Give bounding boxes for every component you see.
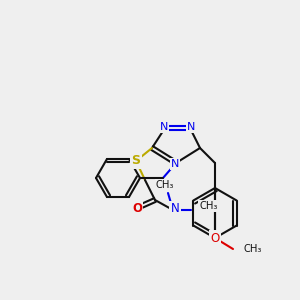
Text: N: N	[171, 202, 179, 215]
Text: O: O	[132, 202, 142, 214]
Text: O: O	[210, 232, 220, 244]
Text: N: N	[160, 122, 168, 132]
Text: S: S	[131, 154, 140, 167]
Text: CH₃: CH₃	[156, 180, 174, 190]
Text: CH₃: CH₃	[199, 201, 218, 211]
Text: N: N	[171, 159, 179, 169]
Text: N: N	[187, 122, 195, 132]
Text: CH₃: CH₃	[243, 244, 261, 254]
